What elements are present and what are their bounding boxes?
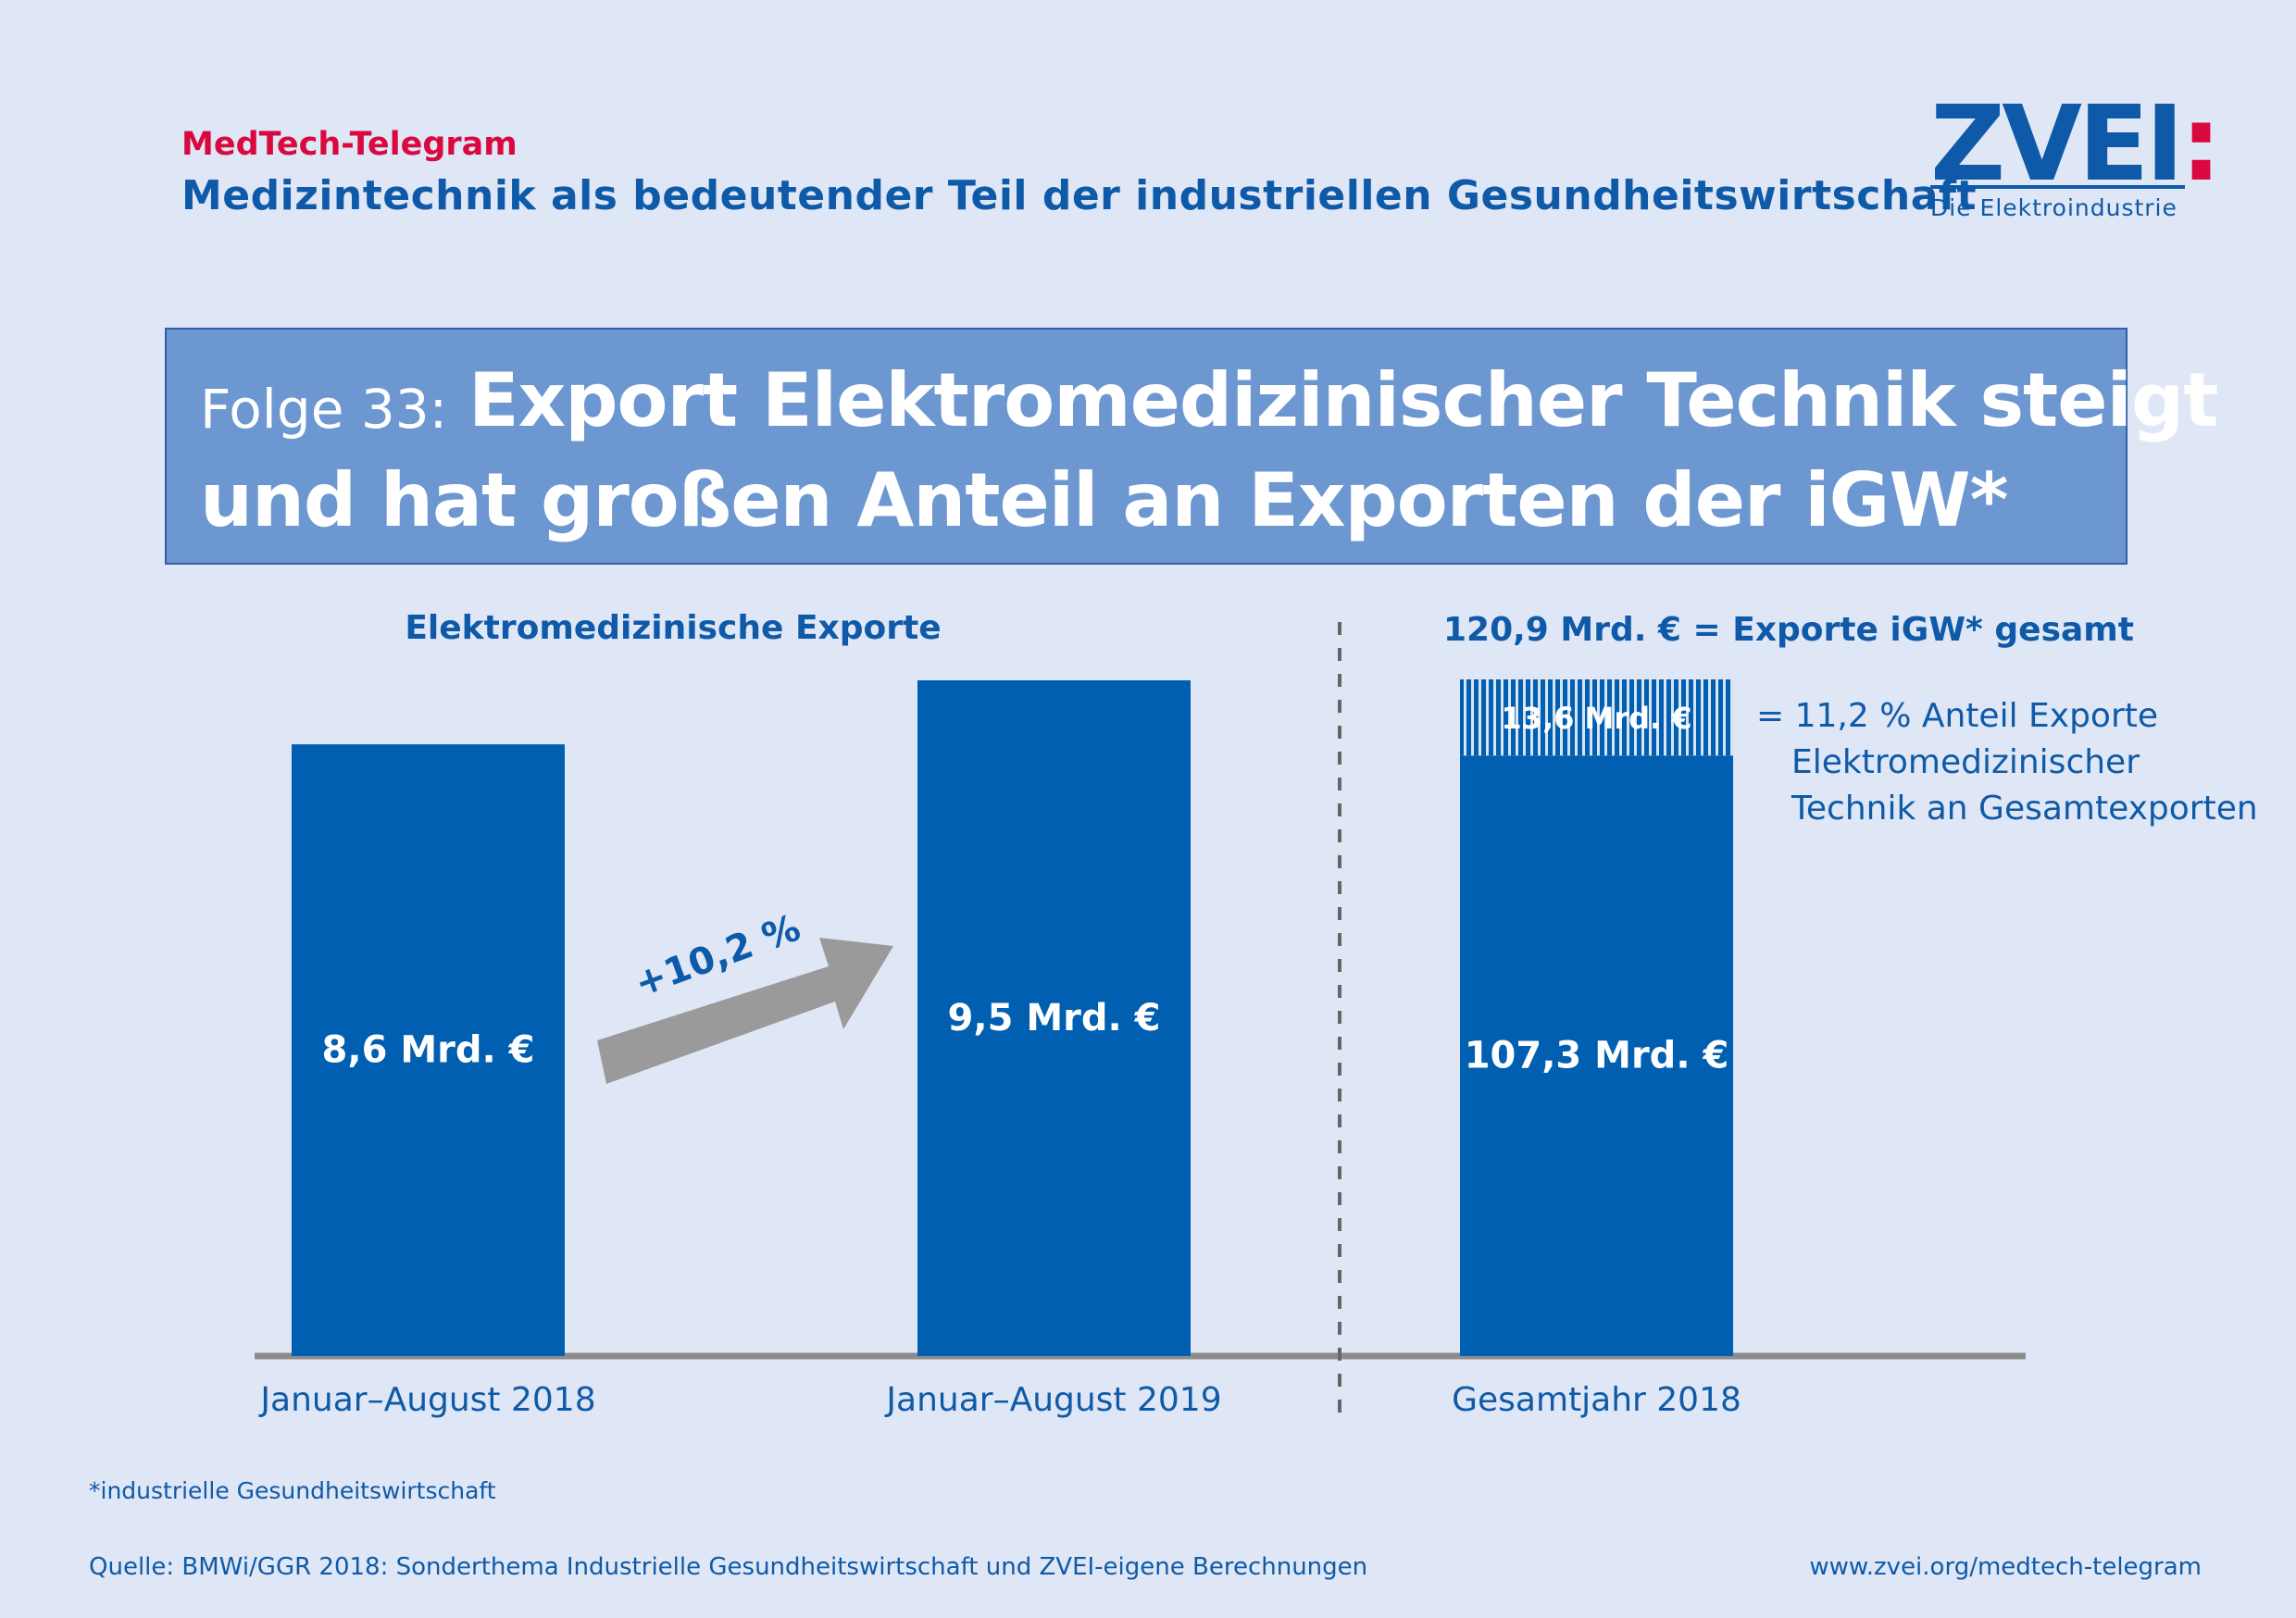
page-subtitle: Medizintechnik als bedeutender Teil der …: [181, 172, 1978, 219]
series-label: Folge 33:: [200, 378, 448, 441]
bar-value-label: 8,6 Mrd. €: [322, 1029, 535, 1072]
logo-tagline: Die Elektroindustrie: [1930, 194, 2177, 221]
headline-line-2: und hat großen Anteil an Exporten der iG…: [200, 457, 2008, 543]
bar-value-label: 9,5 Mrd. €: [948, 997, 1161, 1039]
bar-1: [292, 744, 565, 1356]
footer-url[interactable]: www.zvei.org/medtech-telegram: [1809, 1553, 2202, 1581]
bar-2: [917, 680, 1191, 1356]
left-section-title: Elektromedizinische Exporte: [405, 609, 941, 647]
headline-box: Folge 33: Export Elektromedizinischer Te…: [165, 328, 2218, 565]
zvei-logo: ZVEI: Die Elektroindustrie: [1930, 93, 2222, 231]
category-label: Gesamtjahr 2018: [1452, 1381, 1741, 1419]
logo-colon: :: [2180, 84, 2222, 205]
headline-line-1: Export Elektromedizinischer Technik stei…: [468, 357, 2218, 443]
category-label: Januar–August 2018: [258, 1381, 595, 1419]
kicker: MedTech-Telegram: [181, 126, 518, 163]
bar-value-label: 107,3 Mrd. €: [1465, 1035, 1729, 1077]
logo-rule: [1930, 185, 2185, 189]
right-section-title: 120,9 Mrd. € = Exporte iGW* gesamt: [1443, 611, 2134, 649]
source-note: Quelle: BMWi/GGR 2018: Sonderthema Indus…: [89, 1553, 1368, 1581]
share-annotation-line: Elektromedizinischer: [1791, 743, 2140, 781]
growth-arrow: [597, 938, 893, 1084]
share-annotation-line: Technik an Gesamtexporten: [1791, 790, 2258, 828]
footnote: *industrielle Gesundheitswirtschaft: [89, 1477, 496, 1504]
logo-mark-text: ZVEI: [1930, 84, 2184, 205]
category-label: Januar–August 2019: [884, 1381, 1221, 1419]
bar-total-share: [1460, 679, 1733, 756]
bar-total-base: [1460, 755, 1733, 1356]
bar-share-label: 13,6 Mrd. €: [1501, 701, 1691, 736]
share-annotation-line: = 11,2 % Anteil Exporte: [1756, 697, 2158, 735]
logo-wordmark: ZVEI:: [1930, 93, 2222, 196]
